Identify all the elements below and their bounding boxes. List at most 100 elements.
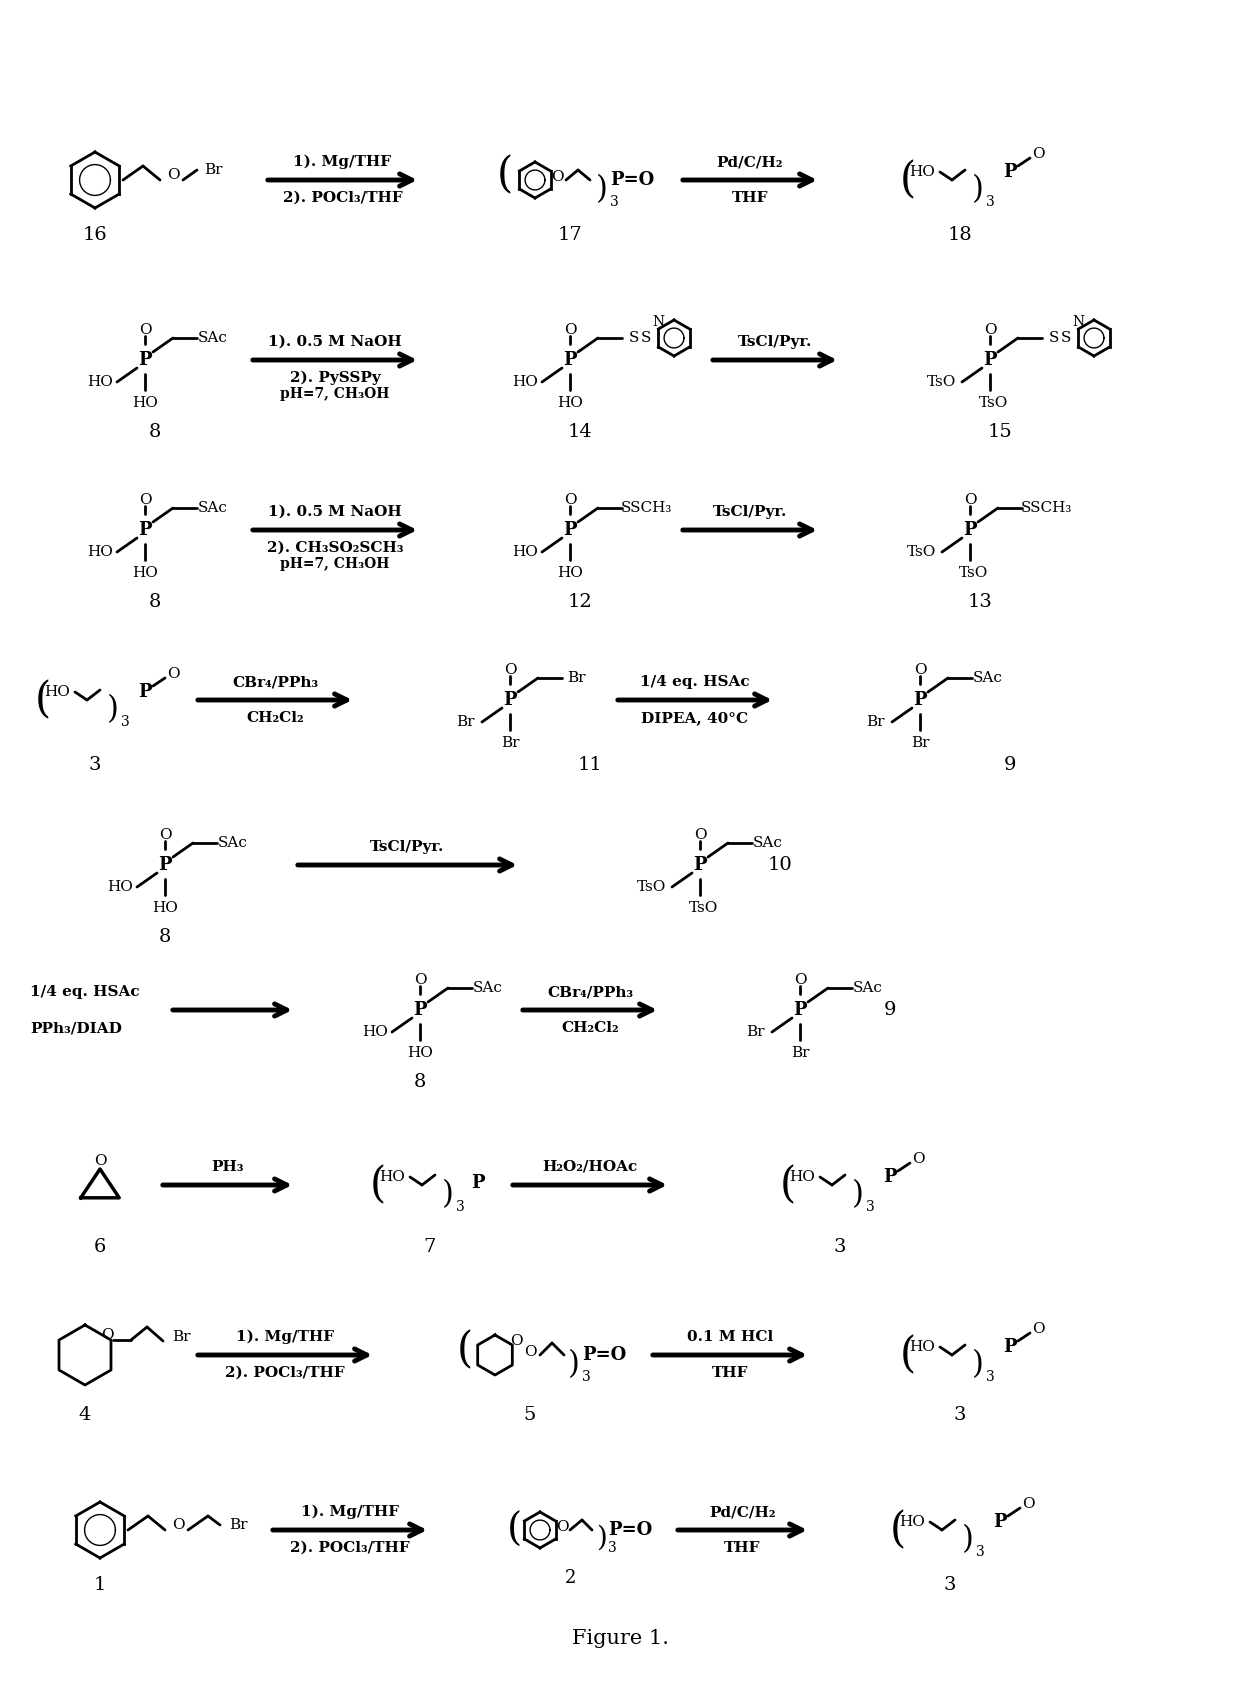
Text: ): ) xyxy=(596,175,608,205)
Text: 8: 8 xyxy=(159,928,171,946)
Text: Br: Br xyxy=(501,736,520,749)
Text: Figure 1.: Figure 1. xyxy=(572,1630,668,1649)
Text: O: O xyxy=(693,829,707,842)
Text: 2). POCl₃/THF: 2). POCl₃/THF xyxy=(290,1541,410,1554)
Text: 14: 14 xyxy=(568,423,593,441)
Text: P=O: P=O xyxy=(608,1521,652,1539)
Text: O: O xyxy=(166,667,180,680)
Text: CH₂Cl₂: CH₂Cl₂ xyxy=(247,711,304,726)
Text: HO: HO xyxy=(909,1340,935,1354)
Text: O: O xyxy=(1022,1497,1034,1511)
Text: ): ) xyxy=(568,1349,580,1381)
Text: P: P xyxy=(913,690,926,709)
Text: HO: HO xyxy=(909,165,935,179)
Text: 9: 9 xyxy=(884,1000,897,1019)
Text: O: O xyxy=(914,663,926,677)
Text: PPh₃/DIAD: PPh₃/DIAD xyxy=(30,1021,122,1036)
Text: SAc: SAc xyxy=(218,835,248,850)
Text: S: S xyxy=(1060,332,1071,345)
Text: 3: 3 xyxy=(986,1371,994,1384)
Text: TsCl/Pyr.: TsCl/Pyr. xyxy=(713,505,787,519)
Text: H₂O₂/HOAc: H₂O₂/HOAc xyxy=(542,1160,637,1174)
Text: 3: 3 xyxy=(610,195,619,209)
Text: HO: HO xyxy=(379,1170,405,1184)
Text: HO: HO xyxy=(789,1170,815,1184)
Text: O: O xyxy=(911,1152,924,1165)
Text: CBr₄/PPh₃: CBr₄/PPh₃ xyxy=(547,985,634,999)
Text: 10: 10 xyxy=(768,855,792,874)
Text: Br: Br xyxy=(866,716,884,729)
Text: (: ( xyxy=(35,679,51,721)
Text: Pd/C/H₂: Pd/C/H₂ xyxy=(709,1505,776,1519)
Text: HO: HO xyxy=(87,376,113,389)
Text: P: P xyxy=(413,1000,427,1019)
Text: 1). 0.5 M NaOH: 1). 0.5 M NaOH xyxy=(268,505,402,519)
Text: 11: 11 xyxy=(578,756,603,775)
Text: 3: 3 xyxy=(986,195,994,209)
Text: (: ( xyxy=(497,153,513,195)
Text: HO: HO xyxy=(133,566,157,579)
Text: 2). POCl₃/THF: 2). POCl₃/THF xyxy=(226,1366,345,1379)
Text: O: O xyxy=(556,1521,568,1534)
Text: HO: HO xyxy=(153,901,177,914)
Text: HO: HO xyxy=(899,1516,925,1529)
Text: 2). PySSPy: 2). PySSPy xyxy=(290,370,381,386)
Text: 1). Mg/THF: 1). Mg/THF xyxy=(294,155,392,168)
Text: P: P xyxy=(563,520,577,539)
Text: O: O xyxy=(523,1346,537,1359)
Text: P: P xyxy=(1003,1339,1017,1356)
Text: O: O xyxy=(100,1329,113,1342)
Text: 18: 18 xyxy=(947,226,972,244)
Text: O: O xyxy=(794,973,806,987)
Text: 0.1 M HCl: 0.1 M HCl xyxy=(687,1330,773,1344)
Text: TsCl/Pyr.: TsCl/Pyr. xyxy=(738,335,812,349)
Text: O: O xyxy=(510,1334,522,1347)
Text: SAc: SAc xyxy=(198,332,228,345)
Text: 1). Mg/THF: 1). Mg/THF xyxy=(301,1505,399,1519)
Text: 2: 2 xyxy=(564,1569,575,1586)
Text: 3: 3 xyxy=(954,1406,966,1425)
Text: P: P xyxy=(503,690,517,709)
Text: Br: Br xyxy=(228,1517,247,1532)
Text: SAc: SAc xyxy=(853,982,883,995)
Text: (: ( xyxy=(890,1509,906,1551)
Text: P: P xyxy=(159,855,172,874)
Text: 3: 3 xyxy=(976,1544,985,1559)
Text: THF: THF xyxy=(712,1366,748,1379)
Text: DIPEA, 40°C: DIPEA, 40°C xyxy=(641,711,749,726)
Text: HO: HO xyxy=(87,546,113,559)
Text: O: O xyxy=(503,663,516,677)
Text: O: O xyxy=(1032,147,1044,162)
Text: 4: 4 xyxy=(79,1406,92,1425)
Text: P: P xyxy=(138,684,151,701)
Text: O: O xyxy=(564,323,577,337)
Text: 5: 5 xyxy=(523,1406,536,1425)
Text: HO: HO xyxy=(107,881,133,894)
Text: 12: 12 xyxy=(568,593,593,611)
Text: Br: Br xyxy=(456,716,474,729)
Text: P: P xyxy=(883,1169,897,1186)
Text: ): ) xyxy=(596,1524,608,1551)
Text: 8: 8 xyxy=(149,593,161,611)
Text: P=O: P=O xyxy=(610,172,655,189)
Text: 3: 3 xyxy=(608,1541,616,1554)
Text: Br: Br xyxy=(791,1046,810,1059)
Text: 17: 17 xyxy=(558,226,583,244)
Text: (: ( xyxy=(780,1164,796,1206)
Text: O: O xyxy=(414,973,427,987)
Text: HO: HO xyxy=(557,566,583,579)
Text: ): ) xyxy=(852,1179,864,1211)
Text: THF: THF xyxy=(732,190,769,205)
Text: TsO: TsO xyxy=(689,901,719,914)
Text: 3: 3 xyxy=(89,756,102,775)
Text: P: P xyxy=(993,1512,1007,1531)
Text: SAc: SAc xyxy=(198,502,228,515)
Text: (: ( xyxy=(900,1334,916,1376)
Text: P: P xyxy=(138,520,151,539)
Text: 3: 3 xyxy=(944,1576,956,1595)
Text: S: S xyxy=(1049,332,1059,345)
Text: O: O xyxy=(139,323,151,337)
Text: pH=7, CH₃OH: pH=7, CH₃OH xyxy=(280,387,389,401)
Text: Pd/C/H₂: Pd/C/H₂ xyxy=(717,155,784,168)
Text: TsO: TsO xyxy=(960,566,988,579)
